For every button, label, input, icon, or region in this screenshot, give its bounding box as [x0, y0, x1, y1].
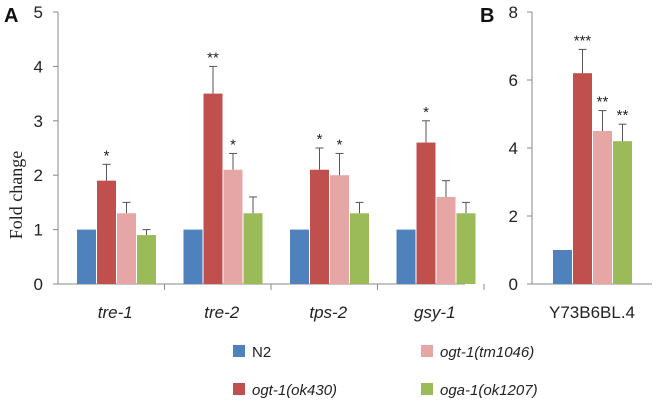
bar-n2: [396, 229, 416, 284]
significance-marker: **: [617, 107, 629, 124]
y-tick-label: 8: [509, 3, 518, 22]
bar-oga-1-ok1207-: [613, 141, 632, 284]
bar-ogt-1-ok430-: [203, 93, 223, 284]
bar-n2: [77, 229, 96, 284]
legend-swatch-ogt1-tm1046: [421, 345, 433, 357]
bar-oga-1-ok1207-: [456, 213, 476, 284]
y-tick-label: 4: [509, 139, 518, 158]
legend-swatch-oga1-ok1207: [421, 383, 433, 395]
legend-label-ogt1-tm1046: ogt-1(tm1046): [440, 344, 534, 361]
bar-ogt-1-ok430-: [97, 180, 116, 284]
panel-label-b: B: [480, 5, 494, 27]
significance-marker: *: [230, 136, 236, 153]
bar-ogt-1-tm1046-: [593, 131, 612, 284]
significance-marker: **: [207, 49, 219, 66]
legend-label-oga1-ok1207: oga-1(ok1207): [440, 382, 538, 399]
panel-a-bars: ****** *: [77, 49, 476, 284]
significance-marker: ***: [574, 32, 592, 49]
y-tick-label: 2: [509, 207, 518, 226]
y-tick-label: 6: [509, 71, 518, 90]
significance-marker: *: [317, 131, 323, 148]
bar-ogt-1-tm1046-: [330, 175, 349, 284]
y-tick-label: 5: [34, 3, 43, 22]
legend: N2 ogt-1(tm1046) ogt-1(ok430) oga-1(ok12…: [233, 344, 538, 399]
bar-ogt-1-tm1046-: [223, 169, 243, 284]
bar-ogt-1-tm1046-: [117, 213, 136, 284]
significance-marker: **: [597, 94, 609, 111]
legend-swatch-n2: [233, 345, 245, 357]
y-tick-label: 3: [34, 112, 43, 131]
bar-ogt-1-ok430-: [310, 169, 329, 284]
bar-n2: [290, 229, 309, 284]
bar-n2: [553, 250, 572, 284]
category-label: tps-2: [309, 303, 347, 322]
bar-ogt-1-ok430-: [573, 73, 592, 284]
bar-oga-1-ok1207-: [350, 213, 369, 284]
bar-ogt-1-ok430-: [416, 142, 436, 284]
panel-b-bars: *******: [553, 32, 632, 284]
category-label: tre-2: [204, 303, 240, 322]
bar-oga-1-ok1207-: [243, 213, 263, 284]
bar-n2: [183, 229, 203, 284]
y-tick-label: 0: [34, 275, 43, 294]
bar-ogt-1-tm1046-: [436, 196, 456, 284]
legend-label-n2: N2: [252, 344, 271, 361]
category-label: Y73B6BL.4: [549, 303, 635, 322]
significance-marker: *: [423, 104, 429, 121]
y-tick-label: 2: [34, 166, 43, 185]
bar-oga-1-ok1207-: [137, 235, 156, 284]
y-tick-label: 1: [34, 221, 43, 240]
panel-b-axes: 0 2 4 6 8 Y73B6BL.4: [509, 3, 652, 322]
y-tick-label: 4: [34, 57, 43, 76]
category-label: gsy-1: [414, 303, 456, 322]
panel-label-a: A: [4, 5, 18, 27]
significance-marker: *: [337, 136, 343, 153]
legend-swatch-ogt1-ok430: [233, 383, 245, 395]
category-label: tre-1: [98, 303, 133, 322]
y-axis-label: Fold change: [6, 151, 26, 239]
significance-marker: *: [104, 147, 110, 164]
panel-a-axes: 0 1 2 3 4 5 tre-1 tre-2 tps-2 gsy-1: [34, 3, 485, 322]
y-tick-label: 0: [509, 275, 518, 294]
legend-label-ogt1-ok430: ogt-1(ok430): [252, 382, 337, 399]
